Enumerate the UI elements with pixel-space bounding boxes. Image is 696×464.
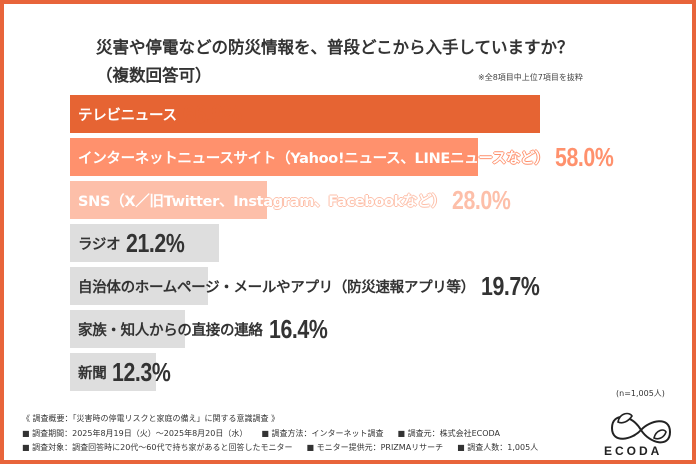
bar-row: ラジオ 21.2% — [78, 224, 198, 262]
survey-footer: 《 調査概要：「災害時の停電リスクと家庭の備え」に関する意識調査 》 ■ 調査期… — [22, 412, 552, 456]
bar-row: 新聞 12.3% — [78, 353, 184, 391]
bar-row: テレビニュース 66.9% — [78, 95, 254, 133]
category-label: インターネットニュースサイト（Yahoo!ニュース、LINEニュースなど） — [78, 150, 549, 167]
bar — [70, 267, 209, 305]
value-label: 19.7% — [480, 270, 540, 301]
survey-period: ■ 調査期間：2025年8月19日（火）～2025年8月20日（水） — [22, 428, 248, 438]
category-label: 自治体のホームページ・メールやアプリ（防災速報アプリ等） — [78, 279, 475, 296]
bar — [70, 181, 267, 219]
category-label: ラジオ — [78, 236, 121, 253]
chart-title: 災害や停電などの防災情報を、普段どこから入手していますか？ （複数回答可） — [96, 34, 574, 90]
logo-text: ECODA — [604, 444, 663, 458]
ecoda-logo-icon — [610, 412, 672, 444]
note: ※全8項目中上位7項目を抜粋 — [478, 73, 583, 82]
bar — [70, 310, 186, 348]
survey-provider: ■ モニター提供元：PRIZMAリサーチ — [306, 443, 444, 452]
survey-organizer: ■ 調査元：株式会社ECODA — [397, 428, 500, 438]
value-label: 16.4% — [268, 313, 328, 344]
sample-size: (n=1,005人) — [616, 389, 665, 398]
survey-target: ■ 調査対象：調査回答時に20代～60代で持ち家があると回答したモニター — [22, 443, 293, 452]
bar-row: 家族・知人からの直接の連絡 16.4% — [78, 310, 340, 348]
bar-row: インターネットニュースサイト（Yahoo!ニュース、LINEニュースなど） 58.… — [78, 138, 626, 176]
bar-chart: テレビニュース 66.9% インターネットニュースサイト（Yahoo!ニュース、LI… — [70, 95, 626, 391]
value-label: 66.9% — [182, 98, 242, 129]
bar — [70, 138, 478, 176]
survey-method: ■ 調査方法：インターネット調査 — [261, 428, 384, 438]
value-label: 12.3% — [112, 356, 171, 387]
bar — [70, 224, 220, 262]
category-label: テレビニュース — [78, 107, 177, 124]
survey-count: ■ 調査人数：1,005人 — [457, 443, 539, 452]
survey-overview: 《 調査概要：「災害時の停電リスクと家庭の備え」に関する意識調査 》 — [22, 414, 280, 423]
title-line-1: 災害や停電などの防災情報を、普段どこから入手していますか？ — [96, 38, 574, 57]
bar-row: SNS（X／旧Twitter、Instagram、Facebookなど） 28.0… — [78, 181, 523, 219]
bar-row: 自治体のホームページ・メールやアプリ（防災速報アプリ等） 19.7% — [78, 267, 552, 305]
category-label: 新聞 — [78, 365, 107, 382]
value-label: 28.0% — [451, 184, 511, 215]
category-label: 家族・知人からの直接の連絡 — [78, 322, 263, 339]
bar — [70, 95, 541, 133]
value-label: 58.0% — [554, 141, 614, 172]
category-label: SNS（X／旧Twitter、Instagram、Facebookなど） — [78, 193, 446, 210]
bar — [70, 353, 157, 391]
value-label: 21.2% — [126, 227, 185, 258]
title-line-2: （複数回答可） — [96, 66, 212, 85]
